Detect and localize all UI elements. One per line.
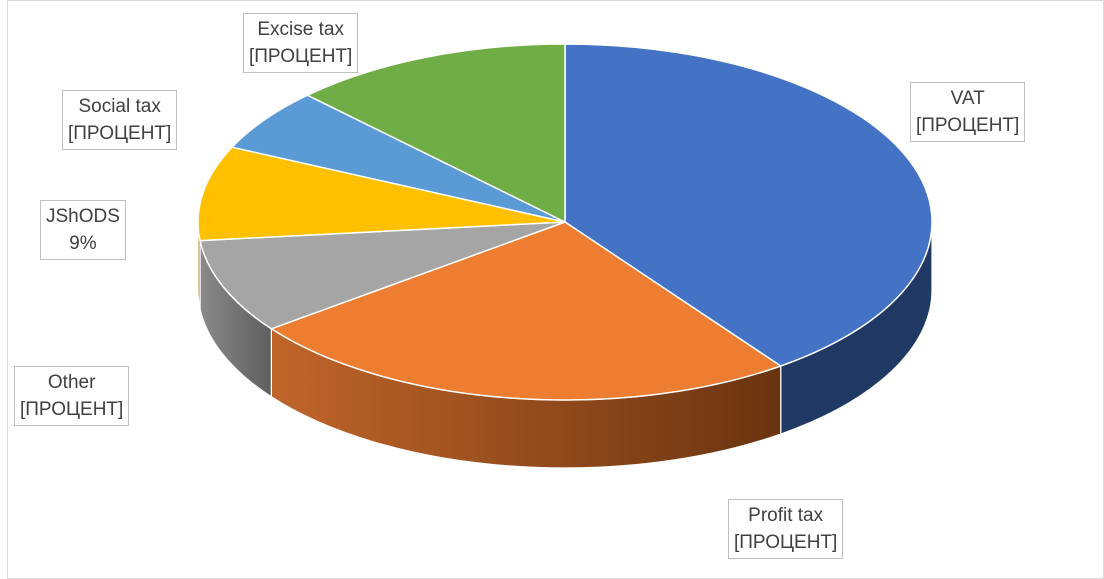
pie-slice-jshods xyxy=(197,146,566,242)
label-social-tax-name: Social tax xyxy=(78,96,161,117)
label-social-tax-value: [ПРОЦЕНТ] xyxy=(68,123,172,144)
pie-slice-profit-tax xyxy=(270,221,782,401)
label-other: Other [ПРОЦЕНТ] xyxy=(14,366,130,426)
pie-slice-vat xyxy=(564,43,933,367)
label-other-name: Other xyxy=(47,372,96,393)
label-profit-tax: Profit tax [ПРОЦЕНТ] xyxy=(728,499,844,559)
label-profit-tax-name: Profit tax xyxy=(748,505,824,526)
label-profit-tax-value: [ПРОЦЕНТ] xyxy=(734,532,838,553)
label-vat: VAT [ПРОЦЕНТ] xyxy=(910,82,1026,142)
label-excise-tax-name: Excise tax xyxy=(257,19,344,40)
label-other-value: [ПРОЦЕНТ] xyxy=(20,399,124,420)
label-jshods-name: JShODS xyxy=(46,206,120,227)
pie-slice-social-tax xyxy=(231,94,566,223)
label-jshods-value: 9% xyxy=(69,233,97,254)
pie-slice-other xyxy=(199,221,566,330)
label-vat-name: VAT xyxy=(950,88,985,109)
label-social-tax: Social tax [ПРОЦЕНТ] xyxy=(62,90,178,150)
label-excise-tax-value: [ПРОЦЕНТ] xyxy=(249,46,353,67)
label-excise-tax: Excise tax [ПРОЦЕНТ] xyxy=(243,13,359,73)
pie-slice-excise-tax xyxy=(306,43,566,223)
label-vat-value: [ПРОЦЕНТ] xyxy=(916,115,1020,136)
label-jshods: JShODS 9% xyxy=(40,200,126,260)
